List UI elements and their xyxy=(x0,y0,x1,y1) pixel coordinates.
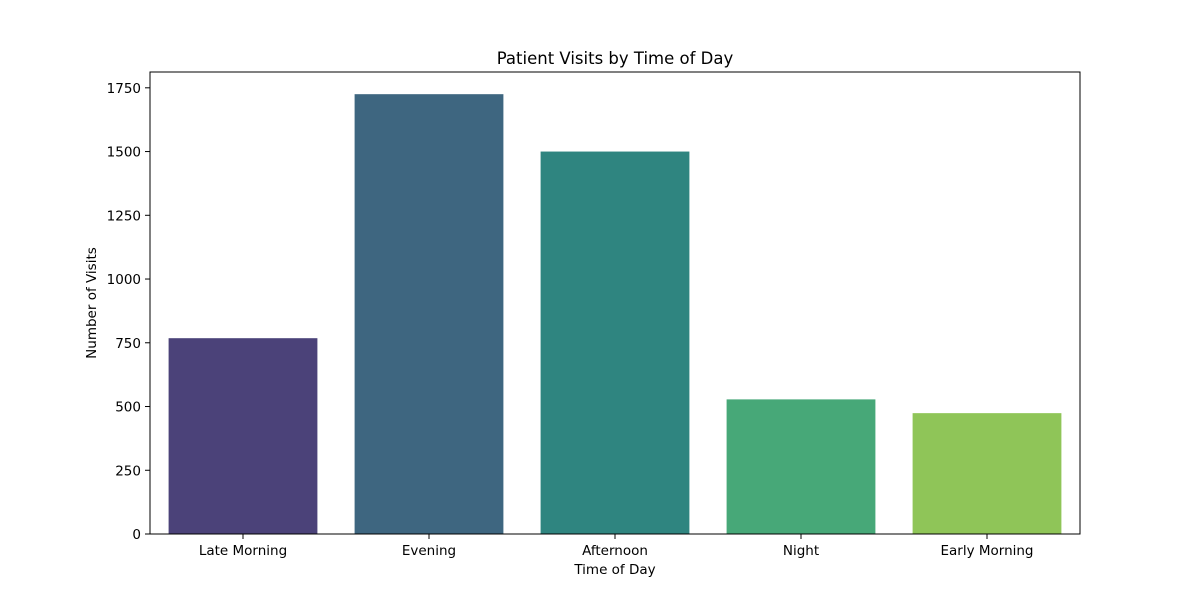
chart-title: Patient Visits by Time of Day xyxy=(497,49,734,68)
bar-night xyxy=(726,399,876,534)
y-tick-label: 250 xyxy=(115,463,141,479)
bar-early-morning xyxy=(912,413,1062,534)
y-axis-label: Number of Visits xyxy=(84,247,100,359)
y-tick-label: 1750 xyxy=(107,81,141,97)
y-tick-label: 1250 xyxy=(107,208,141,224)
bars-group xyxy=(168,94,1062,535)
x-tick-label: Evening xyxy=(402,543,456,559)
x-tick-label: Afternoon xyxy=(582,543,648,559)
y-tick-label: 0 xyxy=(132,527,141,543)
bar-evening xyxy=(354,94,504,535)
y-tick-label: 1500 xyxy=(107,145,141,161)
y-tick-label: 1000 xyxy=(107,272,141,288)
x-tick-label: Night xyxy=(783,543,819,559)
y-tick-label: 500 xyxy=(115,400,141,416)
bar-afternoon xyxy=(540,151,690,535)
x-axis-ticks: Late Morning Evening Afternoon Night Early M… xyxy=(199,534,1034,559)
x-axis-label: Time of Day xyxy=(573,562,655,578)
x-tick-label: Late Morning xyxy=(199,543,287,559)
y-tick-label: 750 xyxy=(115,336,141,352)
bar-late-morning xyxy=(168,338,318,534)
x-tick-label: Early Morning xyxy=(940,543,1033,559)
y-axis-ticks: 0 250 500 750 1000 1250 1500 1750 xyxy=(107,81,150,543)
